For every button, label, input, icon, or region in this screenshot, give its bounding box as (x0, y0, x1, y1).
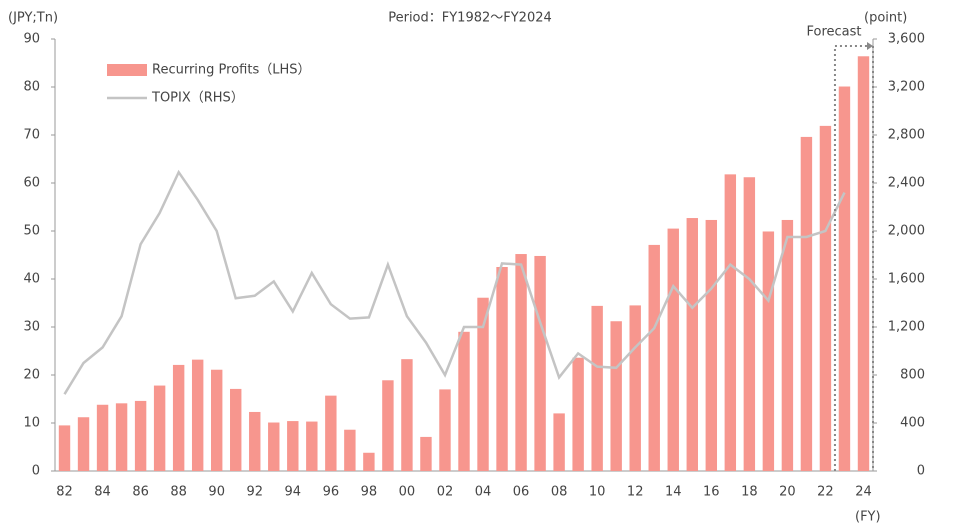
bar (610, 321, 622, 471)
bar (420, 436, 432, 471)
y2-tick-label: 800 (900, 368, 925, 383)
y-tick-label: 80 (23, 80, 40, 95)
y-tick-label: 50 (23, 224, 40, 239)
bar (96, 404, 109, 471)
bar (553, 413, 565, 471)
bar (230, 388, 242, 471)
bar (648, 244, 660, 471)
y2-axis-label: (point) (864, 11, 907, 26)
bar (838, 86, 851, 472)
chart-title: Period：FY1982～FY2024 (388, 11, 552, 26)
x-tick-label: 16 (703, 485, 720, 500)
bar (496, 267, 508, 471)
legend-swatch (107, 64, 147, 76)
x-tick-label: 24 (855, 485, 872, 500)
y2-tick-label: 2,800 (888, 128, 925, 143)
y-tick-label: 60 (23, 176, 40, 191)
bar (743, 177, 756, 472)
bar (287, 421, 299, 471)
x-tick-label: 18 (741, 485, 758, 500)
forecast-arrow (867, 42, 873, 50)
x-tick-label: 20 (779, 485, 796, 500)
y-tick-label: 90 (23, 32, 40, 47)
x-tick-label: 82 (56, 485, 73, 500)
y-tick-label: 30 (23, 320, 40, 335)
y-tick-label: 40 (23, 272, 40, 287)
x-tick-label: 12 (627, 485, 644, 500)
legend-label: Recurring Profits（LHS） (152, 63, 310, 78)
y2-tick-label: 1,600 (888, 272, 925, 287)
y2-tick-label: 400 (900, 416, 925, 431)
x-tick-label: 84 (94, 485, 111, 500)
bar (115, 403, 128, 471)
x-tick-label: 98 (361, 485, 378, 500)
bar (534, 255, 546, 471)
annotation: Forecast (806, 25, 861, 40)
line (63, 169, 846, 395)
legend-label: TOPIX（RHS） (151, 91, 244, 106)
bar (572, 357, 584, 471)
x-tick-label: 94 (285, 485, 302, 500)
x-tick-label: 96 (323, 485, 340, 500)
y2-tick-label: 3,600 (888, 32, 925, 47)
bar (591, 305, 603, 471)
x-tick-label: 92 (246, 485, 263, 500)
bar (819, 125, 832, 471)
y2-tick-label: 2,400 (888, 176, 925, 191)
bar (477, 297, 489, 471)
x-tick-label: 02 (437, 485, 454, 500)
bar (191, 359, 204, 471)
y2-tick-label: 0 (917, 464, 925, 479)
bar (153, 385, 166, 471)
bar (439, 389, 451, 471)
y-tick-label: 10 (23, 416, 40, 431)
x-tick-label: 06 (513, 485, 530, 500)
bar (800, 136, 813, 472)
y-tick-label: 20 (23, 368, 40, 383)
bar (382, 380, 394, 471)
y2-tick-label: 1,200 (888, 320, 925, 335)
forecast-box (833, 45, 867, 471)
bar (172, 364, 185, 471)
bar (458, 331, 470, 471)
y-tick-label: 70 (23, 128, 40, 143)
x-tick-label: 22 (817, 485, 834, 500)
y2-tick-label: 2,000 (888, 224, 925, 239)
bar (629, 305, 641, 471)
bar (401, 359, 413, 471)
x-tick-label: 86 (132, 485, 149, 500)
x-tick-label: 10 (589, 485, 606, 500)
x-tick-label: 00 (399, 485, 416, 500)
bar (306, 421, 318, 471)
bar (724, 174, 737, 472)
x-tick-label: 08 (551, 485, 568, 500)
y2-tick-label: 3,200 (888, 80, 925, 95)
x-tick-label: 04 (475, 485, 492, 500)
x-tick-label: 14 (665, 485, 682, 500)
bar (58, 425, 71, 471)
y-axis-label: (JPY;Tn) (8, 11, 58, 26)
bar (667, 228, 679, 471)
x-axis-label: (FY) (855, 510, 881, 525)
x-tick-label: 90 (208, 485, 225, 500)
bar (686, 218, 698, 471)
bar (857, 56, 870, 471)
bar (77, 417, 90, 471)
bar (515, 254, 527, 471)
bar (249, 411, 261, 471)
bar (344, 429, 356, 471)
y-tick-label: 0 (32, 464, 40, 479)
bar (325, 395, 337, 471)
bar (363, 452, 375, 471)
bar (762, 231, 775, 471)
bar (268, 422, 280, 471)
bar (705, 219, 718, 471)
x-tick-label: 88 (170, 485, 187, 500)
bar (210, 369, 223, 471)
bar (781, 219, 794, 471)
bar (134, 400, 147, 471)
